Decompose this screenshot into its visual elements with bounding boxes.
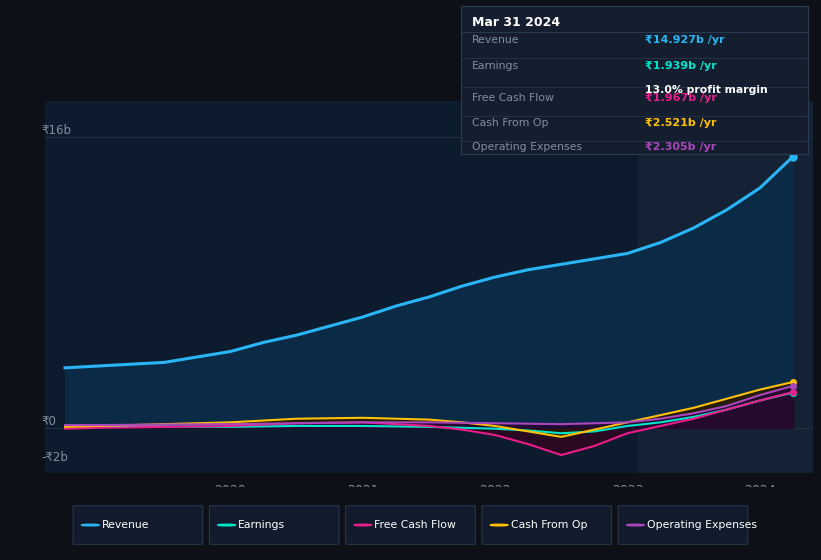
Circle shape	[490, 524, 508, 526]
FancyBboxPatch shape	[73, 506, 203, 544]
FancyBboxPatch shape	[618, 506, 748, 544]
Text: ₹14.927b /yr: ₹14.927b /yr	[645, 35, 725, 45]
Text: ₹2.521b /yr: ₹2.521b /yr	[645, 118, 717, 128]
Text: ₹0: ₹0	[41, 415, 56, 428]
Text: Earnings: Earnings	[238, 520, 285, 530]
Text: Operating Expenses: Operating Expenses	[647, 520, 757, 530]
Text: Earnings: Earnings	[472, 61, 519, 71]
Text: ₹2.305b /yr: ₹2.305b /yr	[645, 142, 716, 152]
Text: Revenue: Revenue	[472, 35, 520, 45]
Circle shape	[81, 524, 99, 526]
Bar	[638, 101, 813, 473]
FancyBboxPatch shape	[346, 506, 475, 544]
Text: Cash From Op: Cash From Op	[472, 118, 548, 128]
Circle shape	[218, 524, 236, 526]
FancyBboxPatch shape	[482, 506, 612, 544]
FancyBboxPatch shape	[209, 506, 339, 544]
Text: ₹1.939b /yr: ₹1.939b /yr	[645, 61, 717, 71]
Text: Mar 31 2024: Mar 31 2024	[472, 16, 560, 29]
Circle shape	[354, 524, 372, 526]
Text: -₹2b: -₹2b	[41, 451, 68, 464]
Text: Free Cash Flow: Free Cash Flow	[472, 93, 553, 103]
Text: ₹1.967b /yr: ₹1.967b /yr	[645, 93, 717, 103]
Text: Free Cash Flow: Free Cash Flow	[374, 520, 456, 530]
Circle shape	[626, 524, 644, 526]
Text: 13.0% profit margin: 13.0% profit margin	[645, 85, 768, 95]
Text: Revenue: Revenue	[102, 520, 149, 530]
Text: Operating Expenses: Operating Expenses	[472, 142, 582, 152]
Text: Cash From Op: Cash From Op	[511, 520, 587, 530]
Text: ₹16b: ₹16b	[41, 124, 71, 137]
